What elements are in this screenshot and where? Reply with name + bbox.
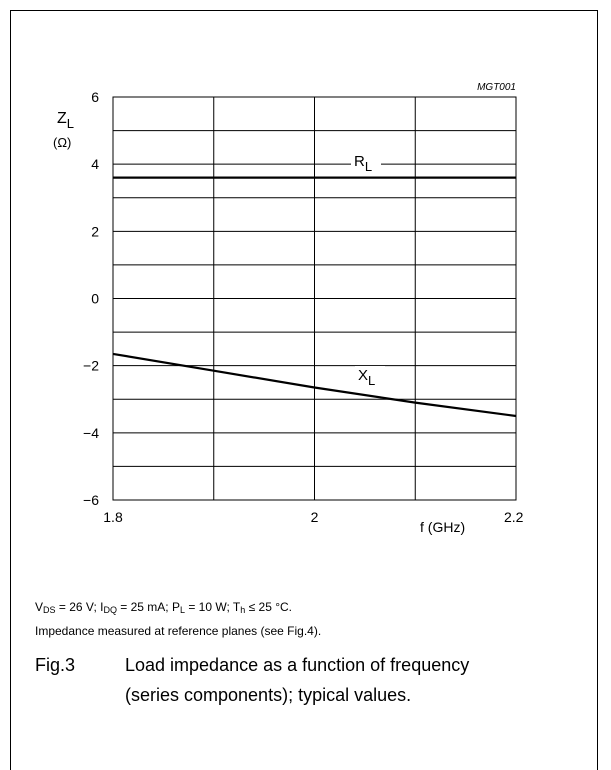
impedance-chart: −6 −4 −2 0 2 4 6 1.8 2 2.2 f (GHz) ZL (Ω) MGT001 RL XL xyxy=(53,82,524,535)
figure-code: MGT001 xyxy=(477,82,516,93)
y-tick-label: 6 xyxy=(91,89,99,105)
series-line-xl xyxy=(112,352,517,418)
series-label: RL xyxy=(354,153,372,174)
plot-frame xyxy=(112,96,517,501)
caption-line-1: Load impedance as a function of frequenc… xyxy=(125,655,470,675)
y-tick-label: 0 xyxy=(91,291,99,307)
grid xyxy=(112,96,517,501)
series-label: XL xyxy=(358,367,375,388)
x-tick-label: 2.2 xyxy=(504,509,524,525)
x-tick-label: 1.8 xyxy=(103,509,123,525)
y-tick-label: 4 xyxy=(91,156,99,172)
y-axis-label: ZL xyxy=(57,110,74,131)
series-label-bg xyxy=(351,152,381,174)
y-axis-unit: (Ω) xyxy=(53,135,71,150)
y-tick-label: −2 xyxy=(83,358,99,374)
y-tick-label: −4 xyxy=(83,425,99,441)
conditions-line-1: VDS = 26 V; IDQ = 25 mA; PL = 10 W; Th ≤… xyxy=(35,600,292,615)
series-label-bg xyxy=(355,366,385,388)
x-tick-label: 2 xyxy=(311,509,319,525)
y-tick-label: −6 xyxy=(83,492,99,508)
y-tick-label: 2 xyxy=(91,223,99,239)
caption-line-2: (series components); typical values. xyxy=(125,685,412,705)
series-lines xyxy=(112,176,517,418)
conditions-line-2: Impedance measured at reference planes (… xyxy=(35,624,322,638)
figure-frame xyxy=(10,10,598,770)
x-axis-label: f (GHz) xyxy=(420,519,465,535)
chart-labels: −6 −4 −2 0 2 4 6 1.8 2 2.2 f (GHz) ZL (Ω) MGT001 RL XL xyxy=(53,82,524,535)
figure-number: Fig.3 xyxy=(35,655,76,675)
